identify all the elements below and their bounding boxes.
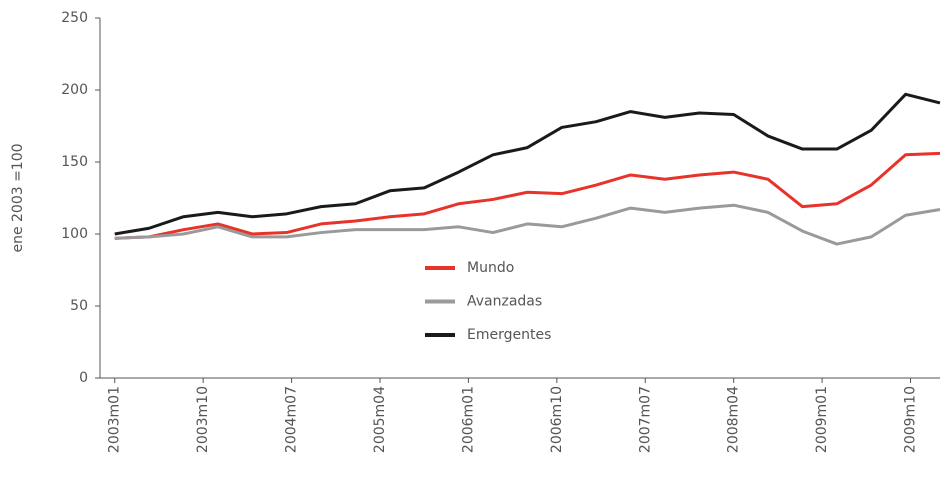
y-tick-label: 50 bbox=[70, 298, 88, 314]
x-tick-label: 2005m04 bbox=[372, 386, 388, 453]
legend-label: Mundo bbox=[467, 260, 514, 276]
x-tick-label: 2006m10 bbox=[549, 386, 565, 453]
y-tick-label: 100 bbox=[61, 226, 88, 242]
x-tick-label: 2003m01 bbox=[107, 386, 123, 453]
x-tick-label: 2009m01 bbox=[814, 386, 830, 453]
legend-label: Avanzadas bbox=[467, 294, 542, 310]
y-axis-label: ene 2003 =100 bbox=[10, 143, 26, 252]
x-tick-label: 2004m07 bbox=[284, 386, 300, 453]
x-tick-label: 2008m04 bbox=[726, 386, 742, 453]
series-line bbox=[114, 203, 941, 246]
x-tick-label: 2006m01 bbox=[460, 386, 476, 453]
series-line bbox=[114, 92, 941, 236]
y-tick-label: 0 bbox=[79, 370, 88, 386]
y-tick-label: 250 bbox=[61, 10, 88, 26]
legend-label: Emergentes bbox=[467, 327, 551, 343]
x-tick-label: 2003m10 bbox=[195, 386, 211, 453]
y-tick-label: 200 bbox=[61, 82, 88, 98]
series-line bbox=[114, 151, 941, 240]
x-tick-label: 2009m10 bbox=[903, 386, 919, 453]
y-tick-label: 150 bbox=[61, 154, 88, 170]
x-tick-label: 2007m07 bbox=[637, 386, 653, 453]
